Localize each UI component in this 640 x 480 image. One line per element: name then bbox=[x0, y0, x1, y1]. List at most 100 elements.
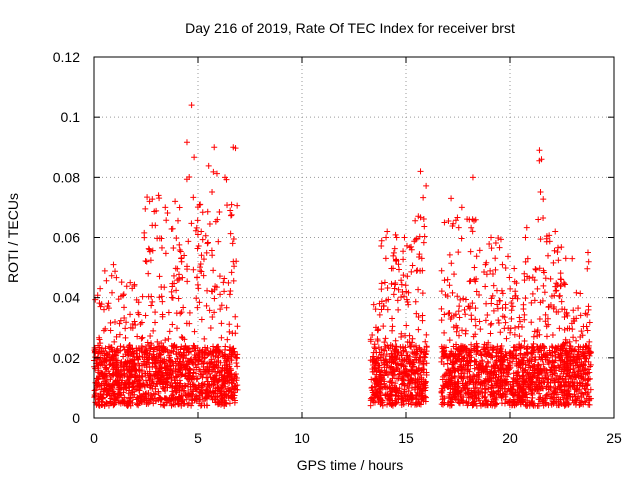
roti-point bbox=[543, 399, 550, 406]
roti-point bbox=[572, 374, 579, 381]
roti-point bbox=[584, 327, 591, 334]
roti-point bbox=[497, 329, 504, 336]
roti-point bbox=[148, 293, 155, 300]
roti-point bbox=[570, 382, 577, 389]
roti-point bbox=[496, 244, 503, 251]
roti-point bbox=[194, 344, 201, 351]
roti-point bbox=[148, 340, 155, 347]
roti-point bbox=[488, 320, 495, 327]
roti-point bbox=[156, 368, 163, 375]
roti-point bbox=[561, 342, 568, 349]
y-tick-label: 0.04 bbox=[53, 290, 80, 306]
roti-point bbox=[203, 249, 210, 256]
roti-point bbox=[456, 332, 462, 339]
roti-point bbox=[161, 402, 168, 409]
roti-point bbox=[392, 258, 399, 265]
roti-point bbox=[383, 234, 390, 241]
x-tick-label: 20 bbox=[502, 430, 518, 446]
roti-point bbox=[547, 275, 554, 282]
roti-point bbox=[190, 369, 197, 376]
roti-point bbox=[573, 315, 580, 322]
roti-point bbox=[172, 198, 179, 205]
roti-point bbox=[476, 374, 483, 381]
roti-point bbox=[165, 309, 172, 316]
roti-point bbox=[122, 384, 129, 391]
roti-point bbox=[581, 355, 588, 362]
roti-point bbox=[224, 336, 231, 343]
roti-point bbox=[228, 351, 235, 358]
roti-point bbox=[143, 361, 150, 368]
roti-point bbox=[530, 340, 537, 347]
roti-point bbox=[444, 276, 451, 283]
roti-point bbox=[561, 402, 568, 409]
roti-point bbox=[158, 365, 165, 372]
roti-point bbox=[484, 312, 491, 319]
x-tick-label: 10 bbox=[294, 430, 310, 446]
roti-point bbox=[575, 393, 582, 400]
roti-point bbox=[232, 370, 239, 377]
roti-point bbox=[185, 349, 192, 356]
roti-point bbox=[372, 306, 379, 313]
roti-point bbox=[392, 380, 399, 387]
roti-point bbox=[448, 399, 455, 406]
roti-point bbox=[448, 260, 455, 267]
roti-point bbox=[482, 317, 489, 324]
roti-point bbox=[183, 176, 190, 183]
roti-point bbox=[387, 342, 394, 349]
roti-point bbox=[464, 385, 471, 392]
roti-point bbox=[224, 369, 231, 376]
roti-point bbox=[378, 280, 385, 287]
roti-point bbox=[181, 252, 188, 259]
roti-point bbox=[210, 389, 217, 396]
roti-point bbox=[188, 102, 195, 109]
roti-point bbox=[159, 378, 166, 385]
roti-point bbox=[183, 392, 190, 399]
roti-point bbox=[170, 362, 177, 369]
roti-point bbox=[487, 344, 494, 351]
roti-point bbox=[375, 326, 382, 333]
roti-point bbox=[197, 267, 204, 274]
roti-point bbox=[99, 398, 106, 405]
roti-point bbox=[134, 382, 141, 389]
roti-point bbox=[554, 244, 561, 251]
roti-point bbox=[402, 393, 409, 400]
roti-point bbox=[152, 309, 159, 316]
roti-point bbox=[171, 377, 178, 384]
roti-point bbox=[502, 264, 509, 271]
roti-point bbox=[454, 366, 461, 373]
roti-point bbox=[536, 315, 543, 322]
roti-point bbox=[400, 398, 407, 405]
roti-point bbox=[511, 402, 518, 409]
roti-point bbox=[561, 281, 568, 288]
roti-point bbox=[204, 240, 211, 247]
roti-point bbox=[579, 390, 586, 397]
roti-point bbox=[454, 214, 461, 221]
roti-point bbox=[468, 312, 475, 319]
roti-point bbox=[549, 368, 556, 375]
roti-point bbox=[223, 304, 230, 311]
roti-point bbox=[501, 325, 508, 332]
roti-point bbox=[395, 375, 402, 382]
roti-point bbox=[441, 277, 448, 284]
roti-point bbox=[512, 376, 519, 383]
roti-point bbox=[479, 385, 486, 392]
roti-point bbox=[502, 319, 509, 326]
roti-point bbox=[563, 358, 570, 365]
roti-point bbox=[382, 255, 389, 262]
roti-point bbox=[537, 189, 544, 196]
roti-point bbox=[374, 355, 381, 362]
roti-point bbox=[369, 394, 376, 401]
roti-point bbox=[445, 383, 452, 390]
roti-point bbox=[468, 341, 475, 348]
roti-point bbox=[129, 285, 136, 292]
y-tick-label: 0.02 bbox=[53, 350, 80, 366]
roti-point bbox=[451, 271, 458, 278]
roti-point bbox=[583, 395, 590, 402]
roti-point bbox=[499, 356, 506, 363]
roti-point bbox=[538, 380, 545, 387]
roti-point bbox=[488, 300, 495, 307]
roti-point bbox=[546, 349, 553, 356]
roti-point bbox=[404, 273, 411, 280]
roti-point bbox=[127, 358, 134, 365]
roti-point bbox=[532, 265, 539, 272]
